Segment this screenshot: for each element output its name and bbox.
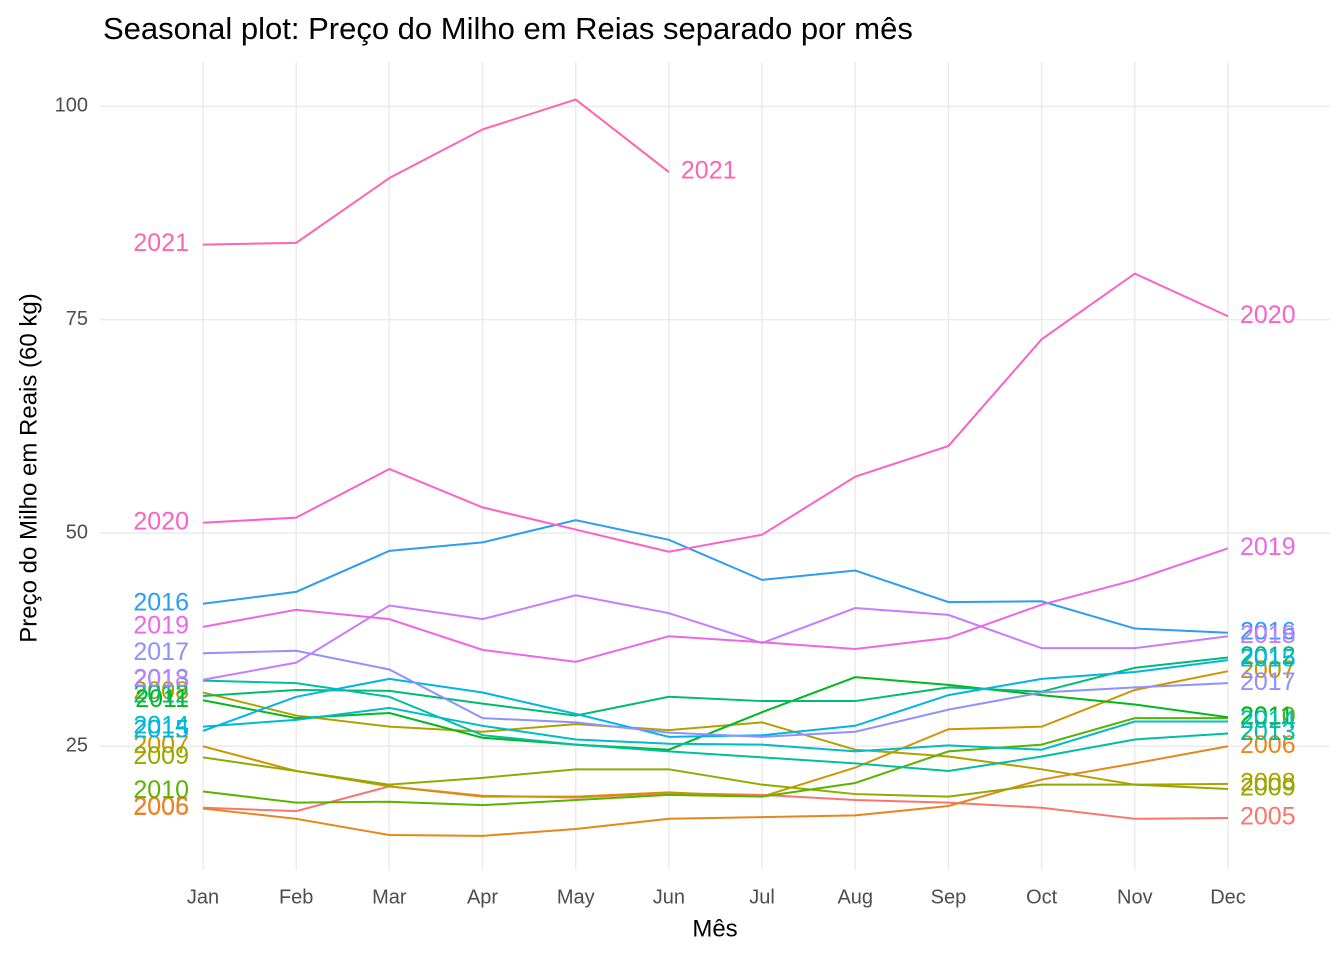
series-label-start: 2019 xyxy=(133,611,189,639)
series-label-end: 2005 xyxy=(1240,803,1296,831)
series-line xyxy=(202,659,1229,738)
series-line xyxy=(202,691,1229,786)
series-line xyxy=(202,547,1229,663)
series-line xyxy=(202,679,1229,773)
x-tick-label: Mar xyxy=(372,886,407,908)
series-label-end: 2013 xyxy=(1240,718,1296,746)
series-label-end: 2018 xyxy=(1240,621,1296,649)
x-axis-title: Mês xyxy=(692,915,737,942)
series-line xyxy=(202,706,1228,753)
series-line xyxy=(202,717,1228,807)
series-label-end: 2016 xyxy=(1240,617,1296,645)
x-tick-label: Oct xyxy=(1026,886,1058,908)
x-tick-label: Sep xyxy=(931,886,967,908)
x-tick-label: Feb xyxy=(279,886,313,908)
series-line xyxy=(202,594,1229,681)
series-label-end: 2008 xyxy=(1240,768,1296,796)
series-label-end: 2010 xyxy=(1240,703,1296,731)
series-label-end: 2019 xyxy=(1240,533,1296,561)
series-label-end: 2020 xyxy=(1240,301,1296,329)
series-label-end: 2007 xyxy=(1240,656,1296,684)
series-label-start: 2005 xyxy=(133,792,189,820)
series-label-start: 2016 xyxy=(133,588,189,616)
series-line xyxy=(202,98,670,246)
series-label-end: 2014 xyxy=(1240,706,1296,734)
x-tick-label: Nov xyxy=(1117,886,1153,908)
y-tick-label: 50 xyxy=(66,521,88,543)
series-label-start: 2010 xyxy=(133,776,189,804)
series-line xyxy=(202,756,1229,798)
series-label-start: 2006 xyxy=(133,793,189,821)
x-tick-label: May xyxy=(557,886,595,908)
series-label-start: 2011 xyxy=(135,685,189,713)
series-line xyxy=(202,745,1229,837)
x-tick-label: Jan xyxy=(187,886,219,908)
series-label-start: 2017 xyxy=(133,638,189,666)
y-tick-label: 75 xyxy=(66,308,88,330)
series-label-end: 2015 xyxy=(1240,645,1296,673)
x-tick-label: Jun xyxy=(653,886,685,908)
series-label-start: 2013 xyxy=(133,665,189,693)
series-label-start: 2015 xyxy=(133,716,189,744)
series-line xyxy=(202,272,1229,553)
series-label-start: 2009 xyxy=(133,742,189,770)
series-label-start: 2012 xyxy=(133,681,189,709)
series-label-end: 2009 xyxy=(1240,774,1296,802)
series-label-start: 2021 xyxy=(133,229,189,257)
series-label-end: 2017 xyxy=(1240,668,1296,696)
series-line xyxy=(202,676,1229,751)
series-label-end: 2021 xyxy=(681,157,737,185)
series-label-start: 2020 xyxy=(133,507,189,535)
y-tick-label: 25 xyxy=(66,735,88,757)
series-label-end: 2012 xyxy=(1240,642,1296,670)
series-line xyxy=(202,519,1229,634)
series-label-start: 2018 xyxy=(133,664,189,692)
series-label-end: 2011 xyxy=(1240,702,1294,730)
chart-title: Seasonal plot: Preço do Milho em Reias s… xyxy=(103,11,913,46)
series-label-start: 2008 xyxy=(133,677,189,705)
series-line xyxy=(202,670,1229,798)
x-tick-label: Jul xyxy=(749,886,775,908)
series-label-start: 2007 xyxy=(133,731,189,759)
series-label-start: 2014 xyxy=(133,711,189,739)
series-line xyxy=(202,649,1229,738)
x-tick-label: Aug xyxy=(837,886,873,908)
series-line xyxy=(202,656,1229,717)
x-tick-label: Apr xyxy=(467,886,498,908)
series-label-end: 2006 xyxy=(1240,731,1296,759)
y-tick-label: 100 xyxy=(55,95,88,117)
y-axis-title: Preço do Milho em Reais (60 kg) xyxy=(15,293,42,642)
x-tick-label: Dec xyxy=(1210,886,1246,908)
